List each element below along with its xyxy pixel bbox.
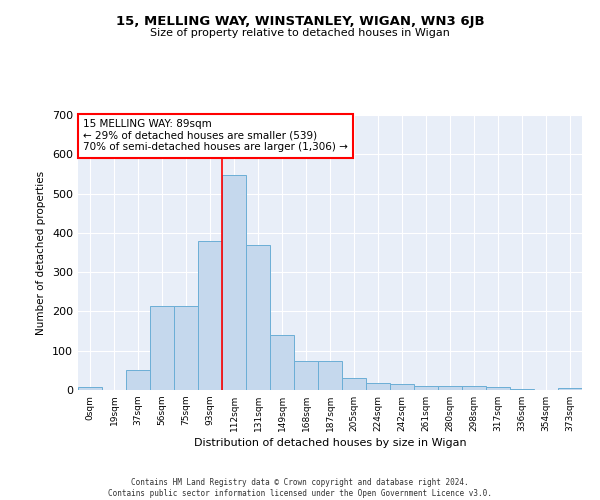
Bar xyxy=(414,386,438,390)
Bar xyxy=(246,244,270,390)
Bar xyxy=(222,174,246,390)
Text: 15, MELLING WAY, WINSTANLEY, WIGAN, WN3 6JB: 15, MELLING WAY, WINSTANLEY, WIGAN, WN3 … xyxy=(116,15,484,28)
Bar xyxy=(366,383,390,390)
Bar xyxy=(150,306,174,390)
Bar xyxy=(270,335,294,390)
Bar xyxy=(294,360,318,390)
Text: Contains HM Land Registry data © Crown copyright and database right 2024.
Contai: Contains HM Land Registry data © Crown c… xyxy=(108,478,492,498)
Text: 15 MELLING WAY: 89sqm
← 29% of detached houses are smaller (539)
70% of semi-det: 15 MELLING WAY: 89sqm ← 29% of detached … xyxy=(83,119,348,152)
Bar xyxy=(174,306,198,390)
Text: Size of property relative to detached houses in Wigan: Size of property relative to detached ho… xyxy=(150,28,450,38)
Bar xyxy=(558,388,582,390)
Bar xyxy=(390,384,414,390)
Bar xyxy=(342,378,366,390)
Bar xyxy=(438,386,462,390)
Y-axis label: Number of detached properties: Number of detached properties xyxy=(37,170,46,334)
Bar xyxy=(318,360,342,390)
Bar xyxy=(126,370,150,390)
X-axis label: Distribution of detached houses by size in Wigan: Distribution of detached houses by size … xyxy=(194,438,466,448)
Bar xyxy=(510,389,534,390)
Bar xyxy=(486,387,510,390)
Bar xyxy=(78,387,102,390)
Bar xyxy=(462,386,486,390)
Bar xyxy=(198,240,222,390)
